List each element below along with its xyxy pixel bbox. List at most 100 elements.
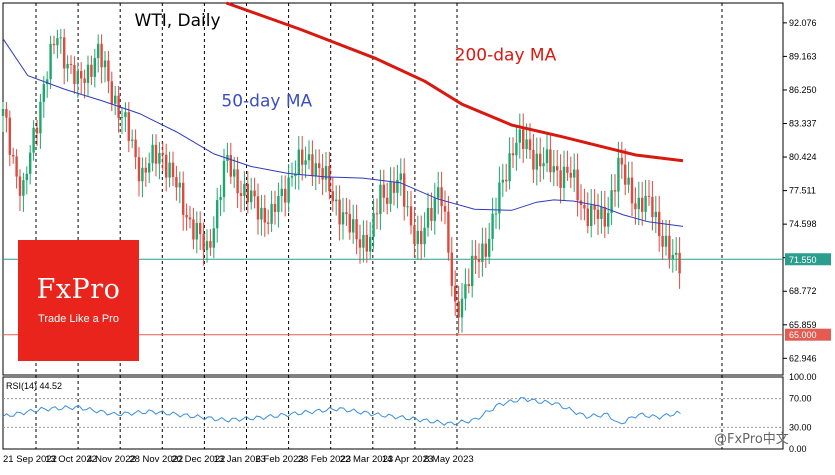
price-tick-label: 68.772 <box>789 286 817 296</box>
candle-body <box>379 184 382 215</box>
candle-body <box>297 149 300 175</box>
candle-body <box>273 203 277 212</box>
price-tick-label: 92.076 <box>789 18 817 28</box>
candle-body <box>644 195 647 212</box>
candle-body <box>358 239 362 248</box>
candle-body <box>76 71 79 85</box>
level-tag <box>785 328 831 341</box>
candle-body <box>474 255 477 260</box>
current-price-tag-label: 71.550 <box>789 255 817 265</box>
ma50-label: 50-day MA <box>221 92 312 112</box>
price-tick-label: 62.946 <box>789 353 817 363</box>
candle-body <box>151 144 154 164</box>
date-tick-label: 14 Apr 2023 <box>382 454 433 465</box>
candle-body <box>467 284 470 287</box>
candle-body <box>549 149 552 173</box>
candle-body <box>573 169 576 178</box>
candle-body <box>399 173 402 180</box>
candle-body <box>562 166 566 188</box>
candle-body <box>671 254 674 259</box>
candle-body <box>219 197 222 201</box>
candle-body <box>664 235 668 247</box>
candle-body <box>501 179 504 183</box>
price-tick-label: 89.163 <box>789 51 817 61</box>
candle-body <box>12 154 15 157</box>
candle-body <box>253 190 256 197</box>
candle-body <box>243 183 246 196</box>
candle-body <box>90 64 93 77</box>
candle-body <box>593 205 596 210</box>
candle-body <box>103 60 107 68</box>
candle-body <box>634 203 637 210</box>
candle-body <box>460 298 464 318</box>
candle-body <box>314 163 317 177</box>
candle-body <box>600 206 603 219</box>
candle-body <box>168 162 171 178</box>
candle-body <box>627 177 630 185</box>
candle-body <box>338 199 341 225</box>
candle-body <box>209 241 212 248</box>
candle-body <box>477 259 481 262</box>
candle-body <box>331 191 334 202</box>
candle-body <box>73 64 76 85</box>
candle-body <box>182 182 185 215</box>
ma200-label: 200-day MA <box>455 46 557 66</box>
candle-body <box>630 177 634 204</box>
candle-body <box>294 174 297 177</box>
price-tick-label: 65.859 <box>789 320 817 330</box>
candle-body <box>678 252 681 274</box>
candle-body <box>542 163 545 167</box>
candle-body <box>545 149 549 164</box>
candle-body <box>212 228 215 248</box>
candle-body <box>267 222 270 224</box>
candle-body <box>202 234 205 251</box>
candle-body <box>148 163 151 173</box>
candle-body <box>610 190 613 213</box>
candle-body <box>141 167 144 182</box>
candle-body <box>675 252 678 255</box>
candle-body <box>154 144 158 164</box>
candle-body <box>25 173 28 181</box>
candle-body <box>528 139 532 151</box>
candle-body <box>362 234 365 248</box>
candle-body <box>576 169 579 201</box>
candle-body <box>66 63 69 69</box>
candle-body <box>56 38 59 46</box>
candle-body <box>365 234 368 252</box>
candle-body <box>287 177 290 203</box>
candle-body <box>80 71 83 79</box>
rsi-panel-frame <box>2 376 784 450</box>
candle-body <box>69 63 73 65</box>
candle-body <box>304 160 307 165</box>
rsi-tick-label: 70.00 <box>789 394 812 404</box>
candle-body <box>420 230 423 245</box>
candle-body <box>620 157 623 165</box>
candle-body <box>15 156 18 177</box>
candle-body <box>505 179 508 182</box>
candle-body <box>518 129 521 143</box>
candle-body <box>583 204 586 209</box>
candle-body <box>205 241 209 251</box>
candle-body <box>93 58 96 77</box>
candle-body <box>552 166 555 173</box>
candle-body <box>341 212 345 225</box>
candle-body <box>413 225 416 244</box>
candle-body <box>403 173 406 207</box>
candle-body <box>569 172 572 178</box>
candle-body <box>426 207 430 228</box>
annotations: WTI, Daily 200-day MA 50-day MA <box>135 11 557 112</box>
candle-body <box>515 142 518 156</box>
candle-body <box>590 205 593 227</box>
candle-body <box>532 150 535 170</box>
candle-body <box>607 212 610 227</box>
candle-body <box>185 214 188 218</box>
candle-body <box>158 152 161 164</box>
rsi-tick-label: 0.00 <box>789 444 807 454</box>
date-tick-label: 22 Mar 2023 <box>340 454 393 465</box>
candle-body <box>175 177 178 188</box>
price-axis: 92.076 89.163 86.250 83.337 80.424 77.511 74.5… <box>783 18 831 363</box>
candle-body <box>229 155 232 177</box>
candle-body <box>233 169 236 177</box>
current-price-tag <box>785 253 831 266</box>
